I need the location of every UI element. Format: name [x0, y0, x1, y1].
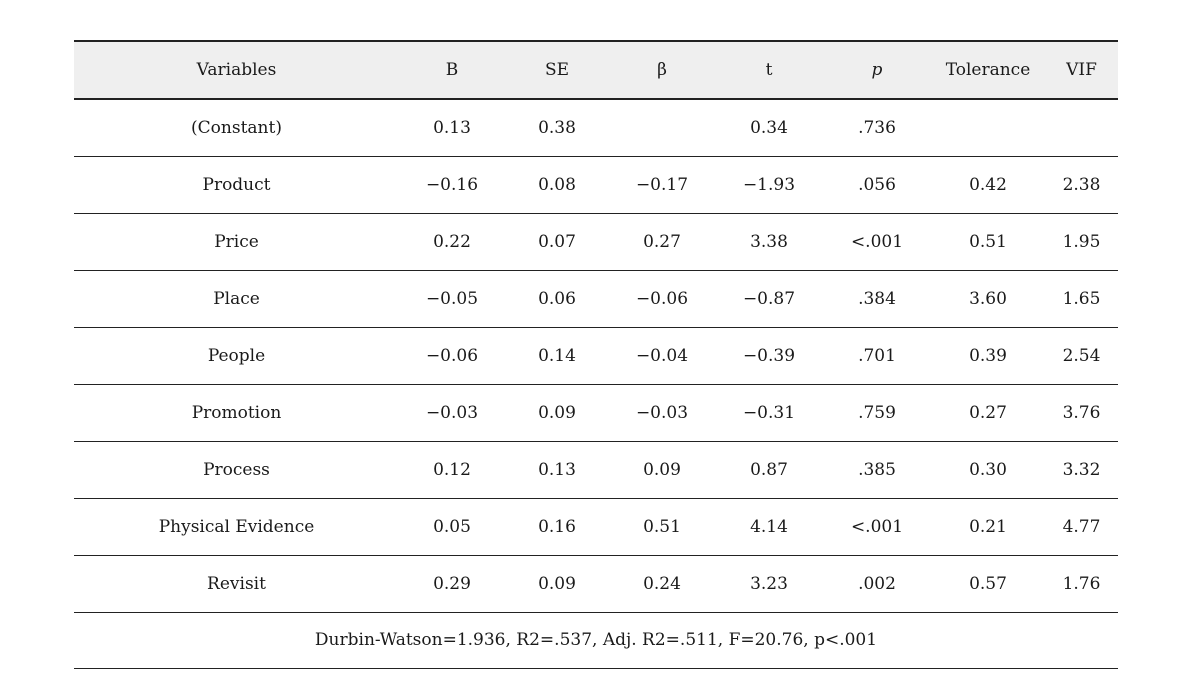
- table-body: (Constant) 0.13 0.38 0.34 .736 Product −…: [74, 99, 1118, 613]
- cell-tolerance: 0.51: [931, 213, 1045, 271]
- cell-se: 0.09: [505, 555, 609, 613]
- table-row: Physical Evidence 0.05 0.16 0.51 4.14 <.…: [74, 498, 1118, 556]
- cell-tolerance: 0.39: [931, 327, 1045, 385]
- cell-t: 3.38: [715, 213, 823, 271]
- cell-se: 0.09: [505, 384, 609, 442]
- cell-variable: (Constant): [74, 99, 399, 157]
- cell-b: −0.05: [399, 270, 505, 328]
- header-b: B: [399, 40, 505, 100]
- cell-p: .002: [823, 555, 931, 613]
- cell-beta: 0.09: [609, 441, 715, 499]
- header-p: p: [823, 40, 931, 100]
- cell-beta: −0.17: [609, 156, 715, 214]
- cell-p: <.001: [823, 213, 931, 271]
- table-header: Variables B SE β t p Tolerance VIF: [74, 40, 1118, 100]
- regression-table-container: Variables B SE β t p Tolerance VIF (Cons…: [74, 40, 1118, 669]
- cell-b: 0.29: [399, 555, 505, 613]
- cell-se: 0.06: [505, 270, 609, 328]
- cell-t: 0.87: [715, 441, 823, 499]
- table-row: Promotion −0.03 0.09 −0.03 −0.31 .759 0.…: [74, 384, 1118, 442]
- cell-b: −0.03: [399, 384, 505, 442]
- cell-p: .056: [823, 156, 931, 214]
- cell-se: 0.16: [505, 498, 609, 556]
- cell-tolerance: 0.57: [931, 555, 1045, 613]
- table-row: Product −0.16 0.08 −0.17 −1.93 .056 0.42…: [74, 156, 1118, 214]
- table-footer: Durbin-Watson=1.936, R2=.537, Adj. R2=.5…: [74, 612, 1118, 669]
- cell-variable: Process: [74, 441, 399, 499]
- footer-row: Durbin-Watson=1.936, R2=.537, Adj. R2=.5…: [74, 612, 1118, 669]
- cell-variable: People: [74, 327, 399, 385]
- cell-p: .384: [823, 270, 931, 328]
- cell-variable: Promotion: [74, 384, 399, 442]
- cell-p: .759: [823, 384, 931, 442]
- cell-se: 0.38: [505, 99, 609, 157]
- cell-p: .701: [823, 327, 931, 385]
- cell-beta: 0.51: [609, 498, 715, 556]
- cell-p: <.001: [823, 498, 931, 556]
- cell-se: 0.07: [505, 213, 609, 271]
- table-row: Place −0.05 0.06 −0.06 −0.87 .384 3.60 1…: [74, 270, 1118, 328]
- header-vif: VIF: [1045, 40, 1118, 100]
- cell-p: .385: [823, 441, 931, 499]
- table-row: Process 0.12 0.13 0.09 0.87 .385 0.30 3.…: [74, 441, 1118, 499]
- regression-table: Variables B SE β t p Tolerance VIF (Cons…: [74, 40, 1118, 669]
- cell-se: 0.14: [505, 327, 609, 385]
- cell-se: 0.08: [505, 156, 609, 214]
- cell-variable: Physical Evidence: [74, 498, 399, 556]
- cell-tolerance: 0.30: [931, 441, 1045, 499]
- cell-variable: Place: [74, 270, 399, 328]
- cell-t: 0.34: [715, 99, 823, 157]
- cell-t: −1.93: [715, 156, 823, 214]
- cell-b: 0.13: [399, 99, 505, 157]
- cell-vif: 3.76: [1045, 384, 1118, 442]
- cell-vif: 1.76: [1045, 555, 1118, 613]
- cell-variable: Price: [74, 213, 399, 271]
- cell-vif: 2.38: [1045, 156, 1118, 214]
- cell-vif: 3.32: [1045, 441, 1118, 499]
- cell-beta: −0.06: [609, 270, 715, 328]
- header-variables: Variables: [74, 40, 399, 100]
- header-t: t: [715, 40, 823, 100]
- cell-se: 0.13: [505, 441, 609, 499]
- header-tolerance: Tolerance: [931, 40, 1045, 100]
- cell-tolerance: 0.42: [931, 156, 1045, 214]
- cell-tolerance: [931, 99, 1045, 157]
- cell-beta: 0.24: [609, 555, 715, 613]
- cell-b: 0.22: [399, 213, 505, 271]
- cell-tolerance: 3.60: [931, 270, 1045, 328]
- cell-b: −0.16: [399, 156, 505, 214]
- model-summary-note: Durbin-Watson=1.936, R2=.537, Adj. R2=.5…: [74, 612, 1118, 669]
- cell-beta: [609, 99, 715, 157]
- cell-vif: 4.77: [1045, 498, 1118, 556]
- cell-t: 4.14: [715, 498, 823, 556]
- cell-t: −0.87: [715, 270, 823, 328]
- cell-vif: 1.95: [1045, 213, 1118, 271]
- cell-beta: −0.04: [609, 327, 715, 385]
- cell-b: −0.06: [399, 327, 505, 385]
- cell-b: 0.12: [399, 441, 505, 499]
- table-row: People −0.06 0.14 −0.04 −0.39 .701 0.39 …: [74, 327, 1118, 385]
- header-row: Variables B SE β t p Tolerance VIF: [74, 40, 1118, 100]
- header-se: SE: [505, 40, 609, 100]
- cell-variable: Revisit: [74, 555, 399, 613]
- cell-vif: 1.65: [1045, 270, 1118, 328]
- table-row: (Constant) 0.13 0.38 0.34 .736: [74, 99, 1118, 157]
- table-row: Price 0.22 0.07 0.27 3.38 <.001 0.51 1.9…: [74, 213, 1118, 271]
- cell-beta: −0.03: [609, 384, 715, 442]
- cell-t: 3.23: [715, 555, 823, 613]
- cell-tolerance: 0.27: [931, 384, 1045, 442]
- cell-variable: Product: [74, 156, 399, 214]
- cell-vif: [1045, 99, 1118, 157]
- cell-tolerance: 0.21: [931, 498, 1045, 556]
- cell-b: 0.05: [399, 498, 505, 556]
- cell-t: −0.31: [715, 384, 823, 442]
- cell-beta: 0.27: [609, 213, 715, 271]
- table-row: Revisit 0.29 0.09 0.24 3.23 .002 0.57 1.…: [74, 555, 1118, 613]
- cell-t: −0.39: [715, 327, 823, 385]
- header-beta: β: [609, 40, 715, 100]
- cell-p: .736: [823, 99, 931, 157]
- cell-vif: 2.54: [1045, 327, 1118, 385]
